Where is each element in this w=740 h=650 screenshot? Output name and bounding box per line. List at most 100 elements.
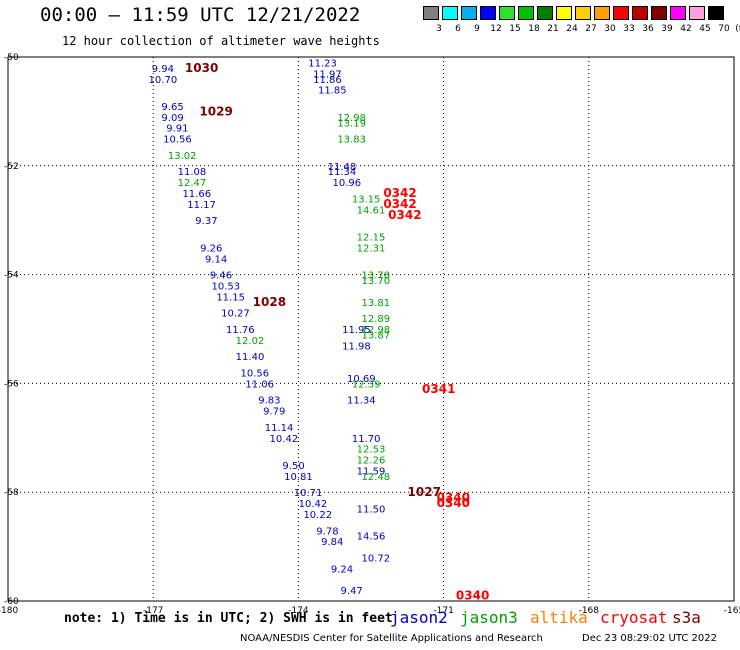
data-point-label: 11.34 xyxy=(347,396,376,407)
data-point-label: 11.86 xyxy=(313,75,342,86)
legend-item-jason3: jason3 xyxy=(460,608,518,627)
colorbar-label: 45 xyxy=(699,24,711,34)
colorbar-label: 12 xyxy=(490,24,502,34)
colorbar-swatch xyxy=(442,6,458,20)
data-point-label: 12.47 xyxy=(178,178,207,189)
data-point-label: 10.27 xyxy=(221,309,250,320)
plot-frame xyxy=(7,56,735,602)
colorbar-swatch xyxy=(537,6,553,20)
data-point-label: 1027 xyxy=(408,485,441,499)
legend-item-jason2: jason2 xyxy=(390,608,448,627)
colorbar-label: 30 xyxy=(604,24,616,34)
data-point-label: 13.78 xyxy=(362,271,391,282)
colorbar-swatch xyxy=(499,6,515,20)
colorbar-label: 70 xyxy=(718,24,730,34)
data-point-label: 9.94 xyxy=(152,64,174,75)
colorbar-label: 27 xyxy=(585,24,597,34)
colorbar-swatch xyxy=(480,6,496,20)
colorbar-label: 39 xyxy=(661,24,673,34)
data-point-label: 10.69 xyxy=(347,374,376,385)
chart-subtitle: 12 hour collection of altimeter wave hei… xyxy=(62,34,380,48)
data-point-label: 13.70 xyxy=(362,276,391,287)
data-point-label: 9.91 xyxy=(166,124,188,135)
generated-timestamp: Dec 23 08:29:02 UTC 2022 xyxy=(582,633,717,644)
footnote: note: 1) Time is in UTC; 2) SWH is in fe… xyxy=(64,611,393,626)
data-point-label: 11.48 xyxy=(328,162,357,173)
data-point-label: 9.14 xyxy=(205,254,227,265)
colorbar-label: 9 xyxy=(474,24,480,34)
data-point-label: 12.31 xyxy=(357,243,386,254)
colorbar-swatch xyxy=(575,6,591,20)
data-point-label: 11.08 xyxy=(178,167,207,178)
data-point-label: 9.84 xyxy=(321,537,343,548)
data-point-label: 1030 xyxy=(185,61,218,75)
data-point-label: 0340 xyxy=(456,589,489,603)
data-point-label: 11.98 xyxy=(342,341,371,352)
data-point-label: 9.50 xyxy=(282,461,304,472)
data-point-label: 10.42 xyxy=(299,499,328,510)
y-tick-label: -58 xyxy=(4,488,19,498)
y-tick-label: -56 xyxy=(4,379,19,389)
data-point-label: 0340 xyxy=(437,491,470,505)
data-point-label: 14.56 xyxy=(357,532,386,543)
colorbar-label: 42 xyxy=(680,24,692,34)
y-tick-label: -50 xyxy=(4,53,19,63)
data-point-label: 9.24 xyxy=(331,564,353,575)
data-point-label: 12.02 xyxy=(236,336,265,347)
data-point-label: 11.59 xyxy=(357,466,386,477)
colorbar-swatch xyxy=(651,6,667,20)
colorbar-swatch xyxy=(613,6,629,20)
data-point-label: 11.95 xyxy=(342,325,371,336)
data-point-label: 12.48 xyxy=(362,472,391,483)
colorbar-swatch xyxy=(689,6,705,20)
data-point-label: 1028 xyxy=(253,295,286,309)
data-point-label: 12.98 xyxy=(362,325,391,336)
data-point-label: 9.09 xyxy=(161,113,183,124)
data-point-label: 11.85 xyxy=(318,86,347,97)
colorbar-label: 18 xyxy=(528,24,540,34)
data-point-label: 10.96 xyxy=(332,178,361,189)
colorbar-label: 33 xyxy=(623,24,635,34)
data-point-label: 13.83 xyxy=(337,135,366,146)
colorbar-label: 3 xyxy=(436,24,442,34)
x-tick-label: -174 xyxy=(288,606,309,616)
data-point-label: 0340 xyxy=(437,496,470,510)
data-point-label: 12.53 xyxy=(357,445,386,456)
data-point-label: 13.87 xyxy=(362,330,391,341)
data-point-label: 11.34 xyxy=(328,167,357,178)
data-point-label: 10.72 xyxy=(362,553,391,564)
data-point-label: 10.70 xyxy=(149,75,178,86)
data-point-label: 11.17 xyxy=(187,200,216,211)
data-point-label: 0341 xyxy=(422,382,455,396)
data-point-label: 10.22 xyxy=(303,510,332,521)
colorbar-swatch xyxy=(423,6,439,20)
legend-item-s3a: s3a xyxy=(672,608,701,627)
data-point-label: 12.89 xyxy=(362,314,391,325)
colorbar-label: 6 xyxy=(455,24,461,34)
data-point-label: 9.46 xyxy=(210,271,232,282)
data-point-label: 9.65 xyxy=(161,102,183,113)
data-point-label: 13.19 xyxy=(337,118,366,129)
data-point-label: 11.76 xyxy=(226,325,255,336)
data-point-label: 9.79 xyxy=(263,407,285,418)
data-point-label: 13.81 xyxy=(362,298,391,309)
data-point-label: 11.23 xyxy=(308,58,337,69)
x-tick-label: -165 xyxy=(724,606,740,616)
x-tick-label: -180 xyxy=(0,606,18,616)
colorbar-swatch xyxy=(632,6,648,20)
colorbar-swatch xyxy=(461,6,477,20)
colorbar-swatch xyxy=(556,6,572,20)
y-tick-label: -52 xyxy=(4,162,19,172)
data-point-label: 12.15 xyxy=(357,233,386,244)
x-tick-label: -171 xyxy=(433,606,453,616)
x-tick-label: -177 xyxy=(143,606,163,616)
data-point-label: 11.66 xyxy=(182,189,211,200)
y-tick-label: -60 xyxy=(4,597,19,607)
data-point-label: 11.97 xyxy=(313,69,342,80)
data-point-label: 11.50 xyxy=(357,505,386,516)
colorbar-label: 24 xyxy=(566,24,578,34)
data-point-label: 10.53 xyxy=(211,281,240,292)
colorbar-swatch xyxy=(670,6,686,20)
data-point-label: 0342 xyxy=(383,197,416,211)
